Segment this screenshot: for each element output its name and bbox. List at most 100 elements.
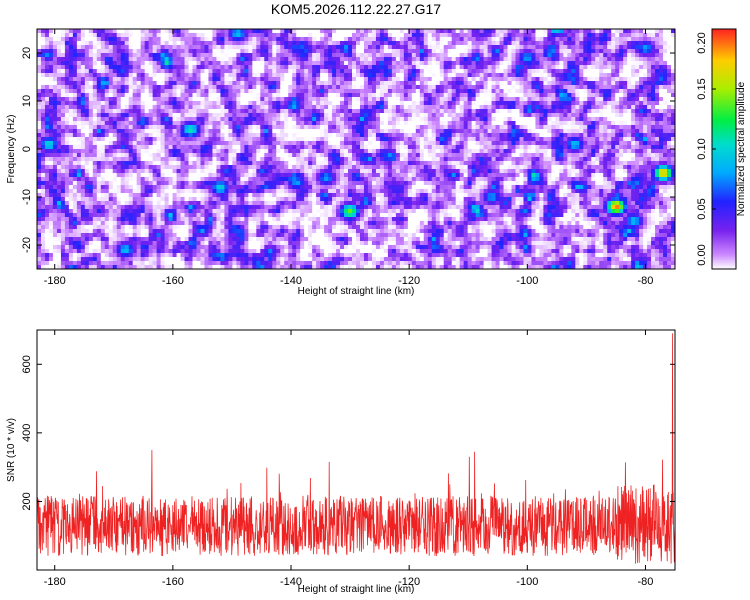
heatmap-cell — [204, 121, 209, 126]
heatmap-cell — [116, 113, 122, 118]
heatmap-cell — [196, 49, 201, 54]
heatmap-cell — [52, 61, 58, 66]
heatmap-cell — [579, 97, 584, 102]
heatmap-cell — [260, 93, 265, 98]
heatmap-cell — [367, 33, 373, 38]
heatmap-cell — [248, 137, 253, 142]
heatmap-cell — [643, 97, 648, 102]
heatmap-cell — [128, 153, 134, 158]
heatmap-cell — [164, 77, 169, 82]
heatmap-cell — [120, 153, 126, 158]
heatmap-cell — [336, 61, 341, 66]
heatmap-cell — [88, 33, 94, 38]
heatmap-cell — [647, 53, 652, 58]
heatmap-cell — [391, 101, 397, 106]
heatmap-cell — [124, 77, 130, 82]
heatmap-cell — [112, 141, 118, 146]
heatmap-cell — [264, 73, 269, 78]
heatmap-cell — [284, 137, 289, 142]
heatmap-cell — [272, 113, 277, 118]
heatmap-cell — [459, 133, 465, 138]
heatmap-cell — [551, 65, 556, 70]
heatmap-cell — [635, 145, 640, 150]
heatmap-cell — [304, 65, 309, 70]
heatmap-cell — [152, 113, 158, 118]
heatmap-cell — [623, 73, 628, 78]
heatmap-cell — [348, 145, 353, 150]
heatmap-cell — [37, 137, 42, 142]
heatmap-cell — [208, 97, 213, 102]
heatmap-cell — [495, 137, 500, 142]
heatmap-cell — [180, 109, 185, 114]
heatmap-cell — [627, 121, 632, 126]
heatmap-cell — [635, 89, 640, 94]
heatmap-cell — [104, 69, 110, 74]
heatmap-cell — [503, 105, 508, 110]
heatmap-cell — [244, 45, 249, 50]
heatmap-cell — [84, 65, 90, 70]
heatmap-cell — [84, 73, 90, 78]
heatmap-cell — [232, 69, 237, 74]
heatmap-cell — [128, 29, 134, 34]
heatmap-cell — [160, 121, 165, 126]
heatmap-cell — [399, 133, 405, 138]
heatmap-cell — [332, 49, 337, 54]
heatmap-cell — [308, 73, 313, 78]
heatmap-cell — [387, 45, 393, 50]
heatmap-cell — [371, 57, 377, 62]
heatmap-cell — [37, 61, 42, 66]
heatmap-cell — [663, 137, 668, 142]
heatmap-cell — [156, 121, 162, 126]
heatmap-cell — [367, 69, 373, 74]
heatmap-cell — [280, 69, 285, 74]
heatmap-cell — [300, 137, 305, 142]
heatmap-cell — [340, 29, 345, 34]
heatmap-cell — [344, 57, 349, 62]
heatmap-cell — [575, 97, 580, 102]
heatmap-cell — [539, 53, 544, 58]
heatmap-cell — [44, 37, 50, 42]
heatmap-cell — [563, 69, 568, 74]
heatmap-cell — [563, 137, 568, 142]
heatmap-cell — [48, 117, 54, 122]
heatmap-cell — [356, 113, 361, 118]
heatmap-cell — [37, 113, 42, 118]
heatmap-cell — [667, 85, 672, 90]
heatmap-cell — [571, 65, 576, 70]
heatmap-cell — [196, 89, 201, 94]
heatmap-cell — [483, 97, 488, 102]
heatmap-cell — [252, 53, 257, 58]
heatmap-cell — [112, 69, 118, 74]
heatmap-cell — [192, 45, 197, 50]
heatmap-cell — [403, 69, 409, 74]
heatmap-cell — [383, 37, 389, 42]
heatmap-cell — [132, 105, 138, 110]
heatmap-cell — [164, 145, 169, 150]
heatmap-cell — [415, 137, 421, 142]
heatmap-cell — [332, 33, 337, 38]
heatmap-cell — [623, 61, 628, 66]
heatmap-cell — [535, 89, 540, 94]
heatmap-cell — [188, 65, 193, 70]
heatmap-cell — [523, 97, 528, 102]
heatmap-cell — [52, 109, 58, 114]
heatmap-cell — [483, 65, 488, 70]
heatmap-cell — [140, 65, 146, 70]
heatmap-cell — [128, 33, 134, 38]
heatmap-cell — [567, 97, 572, 102]
heatmap-cell — [108, 101, 114, 106]
heatmap-cell — [367, 133, 373, 138]
heatmap-cell — [551, 105, 556, 110]
heatmap-cell — [391, 77, 397, 82]
heatmap-cell — [615, 49, 620, 54]
heatmap-cell — [300, 85, 305, 90]
heatmap-cell — [379, 41, 385, 46]
heatmap-cell — [543, 113, 548, 118]
heatmap-cell — [387, 117, 393, 122]
heatmap-cell — [475, 93, 481, 98]
heatmap-cell — [451, 73, 457, 78]
heatmap-cell — [308, 101, 313, 106]
heatmap-cell — [44, 117, 50, 122]
heatmap-cell — [320, 69, 325, 74]
heatmap-cell — [383, 97, 389, 102]
